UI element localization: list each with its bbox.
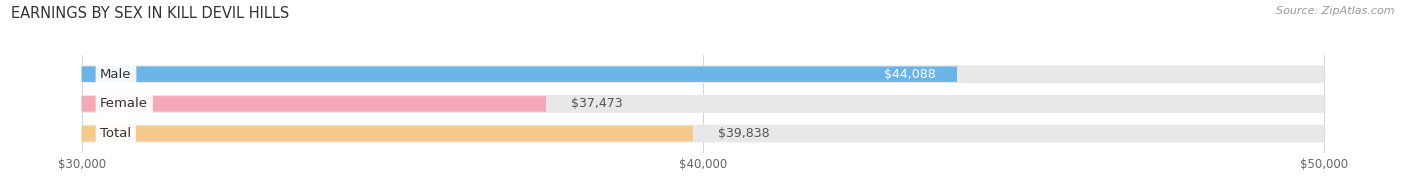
Text: EARNINGS BY SEX IN KILL DEVIL HILLS: EARNINGS BY SEX IN KILL DEVIL HILLS — [11, 6, 290, 21]
FancyBboxPatch shape — [82, 126, 693, 141]
Text: $37,473: $37,473 — [571, 97, 623, 110]
Text: Source: ZipAtlas.com: Source: ZipAtlas.com — [1277, 6, 1395, 16]
Text: $44,088: $44,088 — [883, 68, 935, 81]
FancyBboxPatch shape — [82, 95, 1324, 113]
FancyBboxPatch shape — [82, 65, 1324, 83]
Text: Female: Female — [100, 97, 148, 110]
FancyBboxPatch shape — [82, 96, 546, 112]
Text: Male: Male — [100, 68, 132, 81]
Text: $39,838: $39,838 — [718, 127, 769, 140]
FancyBboxPatch shape — [82, 125, 1324, 142]
Text: Total: Total — [100, 127, 131, 140]
FancyBboxPatch shape — [82, 66, 957, 82]
